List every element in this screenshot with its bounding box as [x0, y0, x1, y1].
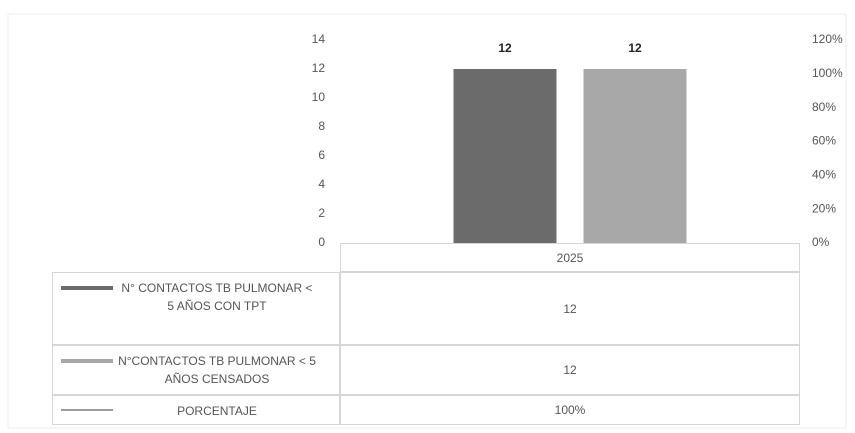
table-row-label: N°CONTACTOS TB PULMONAR < 5 AÑOS CENSADO… [52, 345, 340, 395]
y-tick-label: 10 [312, 90, 326, 104]
y-tick-label: 14 [312, 32, 326, 46]
table-row-label: PORCENTAJE [52, 395, 340, 425]
bar [453, 69, 557, 243]
legend-label: PORCENTAJE [177, 404, 257, 418]
y2-tick-label: 120% [812, 32, 843, 46]
y-tick-label: 8 [318, 119, 325, 133]
y2-tick-label: 0% [812, 235, 830, 249]
data-label: 12 [498, 41, 512, 55]
legend-key [61, 359, 113, 363]
frame [7, 13, 847, 429]
y-tick-label: 0 [318, 235, 325, 249]
legend-key [61, 409, 113, 411]
legend-label: N°CONTACTOS TB PULMONAR < 5 AÑOS CENSADO… [118, 354, 316, 386]
y2-tick-label: 80% [812, 100, 836, 114]
y-tick-label: 6 [318, 148, 325, 162]
table-value: 100% [340, 395, 800, 425]
y2-tick-label: 60% [812, 134, 836, 148]
table-header: 2025 [340, 243, 800, 272]
y-tick-label: 4 [318, 177, 325, 191]
legend-key [61, 286, 113, 290]
bar [583, 69, 687, 243]
y2-tick-label: 40% [812, 168, 836, 182]
data-label: 12 [628, 41, 642, 55]
y2-tick-label: 100% [812, 66, 843, 80]
y-tick-label: 12 [312, 61, 326, 75]
legend-label: N° CONTACTOS TB PULMONAR < 5 AÑOS CON TP… [121, 281, 313, 313]
y2-tick-label: 20% [812, 201, 836, 215]
table-value: 12 [340, 345, 800, 395]
table-row-label: N° CONTACTOS TB PULMONAR < 5 AÑOS CON TP… [52, 272, 340, 345]
y-tick-label: 2 [318, 206, 325, 220]
table-value: 12 [340, 272, 800, 345]
